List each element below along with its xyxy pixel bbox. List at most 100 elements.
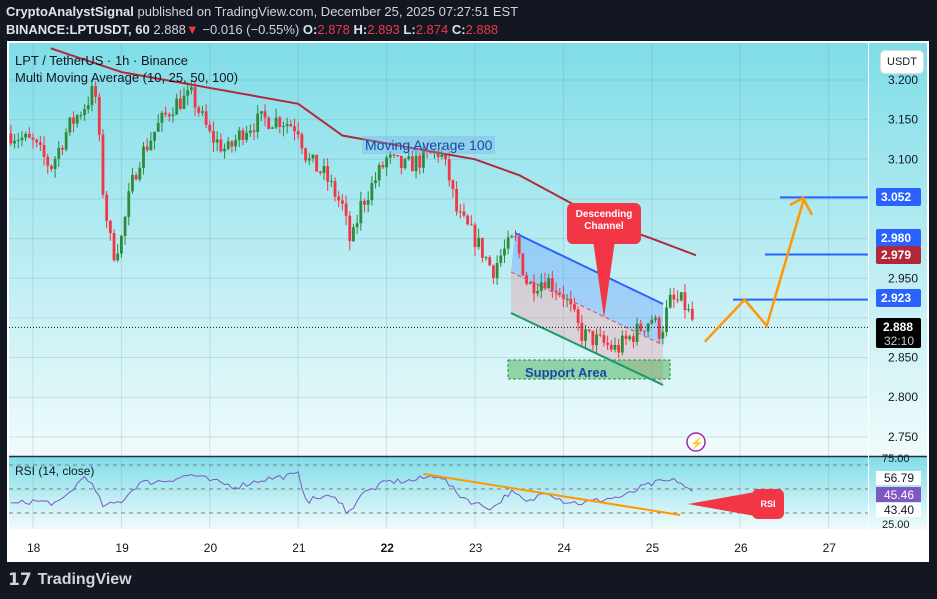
candle-up <box>370 183 374 201</box>
candle-up <box>237 130 241 141</box>
rsi-trendline <box>423 473 681 516</box>
candle-down <box>418 155 422 168</box>
candle-down <box>543 282 547 289</box>
candle-up <box>374 180 377 184</box>
candle-up <box>359 200 363 224</box>
rsi-top-label: 75.00 <box>882 453 910 465</box>
candle-down <box>208 124 212 132</box>
candle-down <box>61 147 64 150</box>
price-tick: 3.150 <box>888 113 918 127</box>
candle-up <box>282 126 285 128</box>
candle-up <box>57 147 61 159</box>
candle-down <box>35 139 39 143</box>
candle-down <box>399 155 403 168</box>
price-tick: 3.100 <box>888 152 918 166</box>
high-label: H: <box>353 22 368 37</box>
low-value: 2.874 <box>415 22 449 37</box>
candle-down <box>480 237 484 258</box>
candle-down <box>488 257 492 266</box>
candle-down <box>392 154 396 156</box>
callout-pointer <box>593 240 615 318</box>
time-tick: 25 <box>646 541 660 555</box>
candle-up <box>285 124 289 127</box>
candle-down <box>164 112 167 115</box>
candle-down <box>617 344 621 353</box>
candle-up <box>654 317 657 320</box>
candle-up <box>403 159 407 168</box>
candle-down <box>344 203 348 216</box>
rsi-value-bg <box>876 487 921 502</box>
last-price-label: 2.888 <box>883 320 913 334</box>
price-label-2980-bg <box>876 229 921 247</box>
candle-up <box>171 114 175 117</box>
price-label-ma100-bg <box>876 246 921 264</box>
candle-down <box>293 126 296 132</box>
tradingview-logo-icon: 𝟭𝟳 <box>8 570 32 589</box>
time-tick: 24 <box>557 541 571 555</box>
currency-button[interactable]: USDT <box>880 50 924 74</box>
candle-up <box>186 90 190 96</box>
candle-up <box>661 331 665 339</box>
candle-down <box>112 233 116 261</box>
lightning-glyph: ⚡ <box>690 437 704 450</box>
candle-down <box>97 96 101 135</box>
candle-up <box>259 111 263 114</box>
candle-down <box>300 134 304 149</box>
candle-up <box>86 105 90 110</box>
descending-channel-callout: Descending Channel <box>567 203 641 244</box>
author-name[interactable]: CryptoAnalystSignal <box>6 4 134 19</box>
candle-down <box>602 335 606 343</box>
candle-down <box>521 253 525 276</box>
time-tick: 19 <box>115 541 129 555</box>
candle-up <box>499 255 503 264</box>
candle-up <box>127 191 131 217</box>
time-tick: 20 <box>204 541 218 555</box>
candle-down <box>348 215 352 242</box>
candle-down <box>396 155 400 157</box>
low-label: L: <box>403 22 416 37</box>
down-arrow-icon: ▼ <box>185 22 199 37</box>
candle-down <box>451 180 455 189</box>
price-tick: 2.800 <box>888 390 918 404</box>
candle-up <box>53 158 57 169</box>
candle-down <box>363 200 366 205</box>
candle-up <box>248 130 252 133</box>
rsi-value-label: 45.46 <box>884 488 914 502</box>
time-tick: 21 <box>292 541 306 555</box>
rsi-upper-bg <box>876 471 921 485</box>
candle-down <box>576 309 580 323</box>
candle-down <box>9 133 13 144</box>
candle-up <box>484 257 488 259</box>
candle-down <box>252 130 256 133</box>
tradingview-logo[interactable]: 𝟭𝟳 TradingView <box>8 570 132 590</box>
candle-down <box>462 211 466 216</box>
candle-up <box>175 98 179 115</box>
candle-up <box>440 154 444 157</box>
ma100-annotation: Moving Average 100 <box>362 136 496 154</box>
candle-down <box>333 181 337 197</box>
candle-down <box>278 117 282 127</box>
candle-up <box>271 127 274 129</box>
candle-down <box>683 292 687 311</box>
channel-upper-line <box>514 232 664 305</box>
price-label-2923-bg <box>876 289 921 307</box>
candle-down <box>341 200 344 204</box>
candle-up <box>20 137 24 141</box>
candle-down <box>473 224 477 247</box>
candle-up <box>156 122 160 132</box>
candle-down <box>72 117 75 124</box>
candle-down <box>267 117 271 129</box>
candle-down <box>167 114 171 117</box>
indicator-legend[interactable]: Multi Moving Average (10, 25, 50, 100) <box>15 70 239 85</box>
rsi-legend[interactable]: RSI (14, close) <box>15 464 95 478</box>
rsi-lower-bg <box>876 503 921 517</box>
candle-up <box>539 282 543 291</box>
candle-up <box>536 290 540 294</box>
candle-up <box>64 132 68 150</box>
candle-down <box>631 336 635 342</box>
candle-down <box>337 196 341 201</box>
candle-down <box>134 175 138 180</box>
rsi-bottom-label: 25.00 <box>882 519 910 531</box>
candle-up <box>366 200 370 205</box>
